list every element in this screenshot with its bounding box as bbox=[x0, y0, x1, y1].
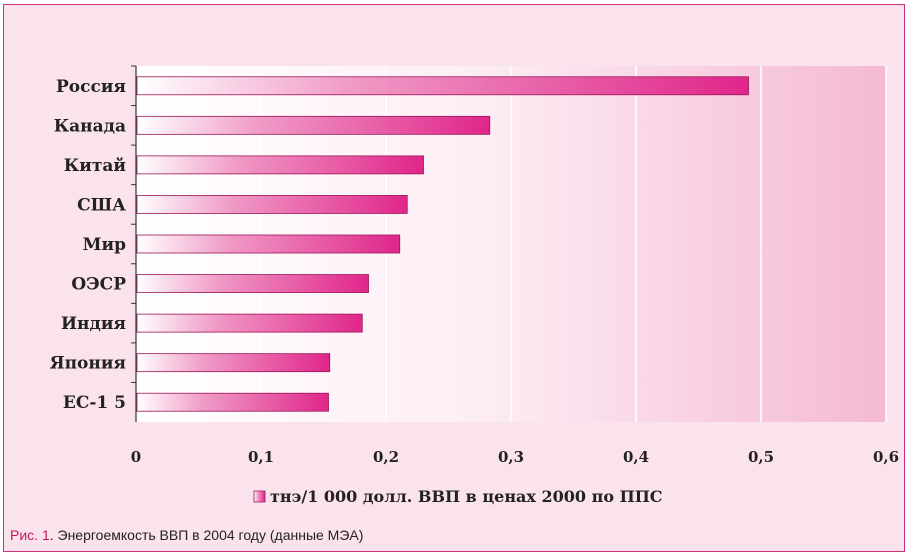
category-label: Россия bbox=[56, 77, 126, 97]
caption-text: . Энергоемкость ВВП в 2004 году (данные … bbox=[49, 527, 364, 543]
x-tick-label: 0,4 bbox=[623, 448, 649, 466]
bar bbox=[136, 353, 331, 373]
figure-label: Рис. 1 bbox=[10, 527, 50, 543]
legend-label: тнэ/1 000 долл. ВВП в ценах 2000 по ППС bbox=[270, 487, 663, 506]
category-label: ЕС-1 5 bbox=[63, 393, 126, 413]
legend: тнэ/1 000 долл. ВВП в ценах 2000 по ППС bbox=[253, 487, 663, 506]
bar bbox=[136, 313, 363, 333]
category-label: Мир bbox=[83, 235, 126, 255]
category-label: ОЭСР bbox=[71, 275, 126, 295]
x-tick-label: 0,5 bbox=[748, 448, 774, 466]
bar bbox=[136, 155, 424, 175]
category-label: США bbox=[77, 195, 126, 215]
x-tick-label: 0,1 bbox=[248, 448, 274, 466]
bar bbox=[136, 76, 749, 96]
category-label: Китай bbox=[64, 156, 127, 176]
bar bbox=[136, 274, 369, 293]
x-tick-label: 0 bbox=[131, 448, 141, 466]
category-label: Япония bbox=[50, 354, 126, 374]
x-tick-label: 0,2 bbox=[373, 448, 399, 466]
bar bbox=[136, 115, 491, 135]
category-label: Индия bbox=[61, 314, 126, 334]
x-tick-label: 0,6 bbox=[873, 448, 899, 466]
x-tick-label: 0,3 bbox=[498, 448, 524, 466]
figure-caption: Рис. 1. Энергоемкость ВВП в 2004 году (д… bbox=[10, 527, 363, 543]
bar bbox=[136, 392, 329, 412]
legend-swatch bbox=[253, 490, 266, 503]
bar bbox=[136, 195, 408, 214]
bar bbox=[136, 234, 401, 254]
category-label: Канада bbox=[54, 116, 126, 136]
